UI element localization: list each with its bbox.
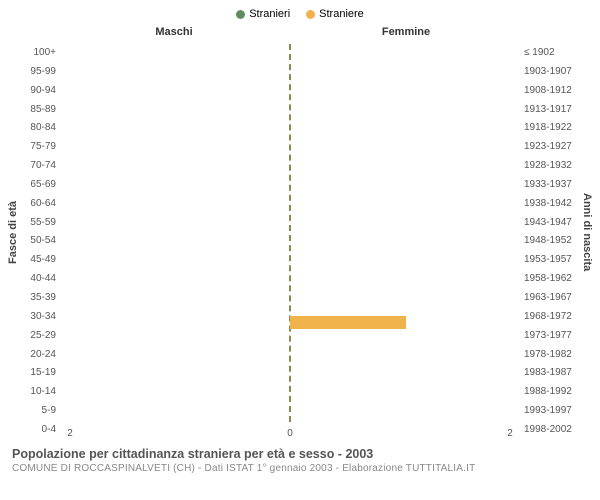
birth-year-label: 1988-1992 bbox=[524, 383, 580, 401]
chart-legend: Stranieri Straniere bbox=[6, 8, 594, 20]
age-label: 40-44 bbox=[20, 270, 56, 288]
chart-grid bbox=[58, 44, 522, 422]
x-axis: 2 0 2 bbox=[58, 428, 522, 439]
chart-title: Popolazione per cittadinanza straniera p… bbox=[12, 447, 594, 461]
chart-row bbox=[58, 116, 522, 134]
age-label: 30-34 bbox=[20, 308, 56, 326]
age-label: 75-79 bbox=[20, 138, 56, 156]
age-label: 5-9 bbox=[20, 402, 56, 420]
legend-item-male: Stranieri bbox=[236, 8, 290, 20]
chart-row bbox=[58, 224, 522, 242]
chart-row bbox=[58, 80, 522, 98]
legend-swatch-female bbox=[306, 10, 315, 19]
header-female: Femmine bbox=[290, 26, 522, 44]
legend-label-female: Straniere bbox=[319, 8, 364, 20]
birth-year-label: 1963-1967 bbox=[524, 289, 580, 307]
age-label: 15-19 bbox=[20, 364, 56, 382]
birth-year-label: ≤ 1902 bbox=[524, 44, 580, 62]
plot-area: Maschi Femmine 2 0 2 bbox=[58, 26, 522, 439]
birth-year-label: 1953-1957 bbox=[524, 251, 580, 269]
age-label: 10-14 bbox=[20, 383, 56, 401]
age-label: 0-4 bbox=[20, 421, 56, 439]
birth-year-label: 1983-1987 bbox=[524, 364, 580, 382]
left-axis-title: Fasce di età bbox=[6, 26, 20, 439]
age-label: 65-69 bbox=[20, 176, 56, 194]
legend-swatch-male bbox=[236, 10, 245, 19]
bar-female bbox=[290, 316, 406, 329]
birth-year-label: 1948-1952 bbox=[524, 232, 580, 250]
chart-row bbox=[58, 188, 522, 206]
birth-year-label: 1968-1972 bbox=[524, 308, 580, 326]
age-label: 95-99 bbox=[20, 63, 56, 81]
chart-subtitle: COMUNE DI ROCCASPINALVETI (CH) - Dati IS… bbox=[12, 463, 594, 474]
legend-item-female: Straniere bbox=[306, 8, 364, 20]
birth-year-label: 1998-2002 bbox=[524, 421, 580, 439]
age-label: 25-29 bbox=[20, 327, 56, 345]
chart-row bbox=[58, 314, 522, 332]
birth-year-label: 1913-1917 bbox=[524, 101, 580, 119]
x-tick: 0 bbox=[280, 428, 300, 439]
birth-year-label: 1918-1922 bbox=[524, 119, 580, 137]
age-label: 35-39 bbox=[20, 289, 56, 307]
chart-row bbox=[58, 152, 522, 170]
column-headers: Maschi Femmine bbox=[58, 26, 522, 44]
legend-label-male: Stranieri bbox=[249, 8, 290, 20]
birth-year-label: 1903-1907 bbox=[524, 63, 580, 81]
birth-year-label: 1973-1977 bbox=[524, 327, 580, 345]
birth-year-label: 1933-1937 bbox=[524, 176, 580, 194]
age-label: 80-84 bbox=[20, 119, 56, 137]
left-axis-labels: 100+95-9990-9485-8980-8475-7970-7465-696… bbox=[20, 26, 56, 439]
chart-row bbox=[58, 332, 522, 350]
birth-year-label: 1938-1942 bbox=[524, 195, 580, 213]
right-axis-title: Anni di nascita bbox=[580, 26, 594, 439]
chart-container: Fasce di età 100+95-9990-9485-8980-8475-… bbox=[6, 26, 594, 439]
chart-row bbox=[58, 368, 522, 386]
x-tick: 2 bbox=[60, 428, 80, 439]
chart-row bbox=[58, 44, 522, 62]
chart-row bbox=[58, 278, 522, 296]
chart-row bbox=[58, 242, 522, 260]
chart-row bbox=[58, 62, 522, 80]
chart-row bbox=[58, 404, 522, 422]
chart-row bbox=[58, 296, 522, 314]
birth-year-label: 1923-1927 bbox=[524, 138, 580, 156]
birth-year-label: 1943-1947 bbox=[524, 214, 580, 232]
chart-row bbox=[58, 170, 522, 188]
age-label: 20-24 bbox=[20, 346, 56, 364]
birth-year-label: 1958-1962 bbox=[524, 270, 580, 288]
chart-row bbox=[58, 98, 522, 116]
header-male: Maschi bbox=[58, 26, 290, 44]
age-label: 90-94 bbox=[20, 82, 56, 100]
age-label: 45-49 bbox=[20, 251, 56, 269]
chart-row bbox=[58, 260, 522, 278]
chart-row bbox=[58, 206, 522, 224]
age-label: 60-64 bbox=[20, 195, 56, 213]
birth-year-label: 1908-1912 bbox=[524, 82, 580, 100]
chart-footer: Popolazione per cittadinanza straniera p… bbox=[6, 447, 594, 474]
right-axis-labels: ≤ 19021903-19071908-19121913-19171918-19… bbox=[524, 26, 580, 439]
birth-year-label: 1993-1997 bbox=[524, 402, 580, 420]
chart-row bbox=[58, 134, 522, 152]
age-label: 100+ bbox=[20, 44, 56, 62]
age-label: 85-89 bbox=[20, 101, 56, 119]
age-label: 50-54 bbox=[20, 232, 56, 250]
chart-row bbox=[58, 350, 522, 368]
age-label: 55-59 bbox=[20, 214, 56, 232]
birth-year-label: 1928-1932 bbox=[524, 157, 580, 175]
birth-year-label: 1978-1982 bbox=[524, 346, 580, 364]
chart-row bbox=[58, 386, 522, 404]
x-tick: 2 bbox=[500, 428, 520, 439]
age-label: 70-74 bbox=[20, 157, 56, 175]
